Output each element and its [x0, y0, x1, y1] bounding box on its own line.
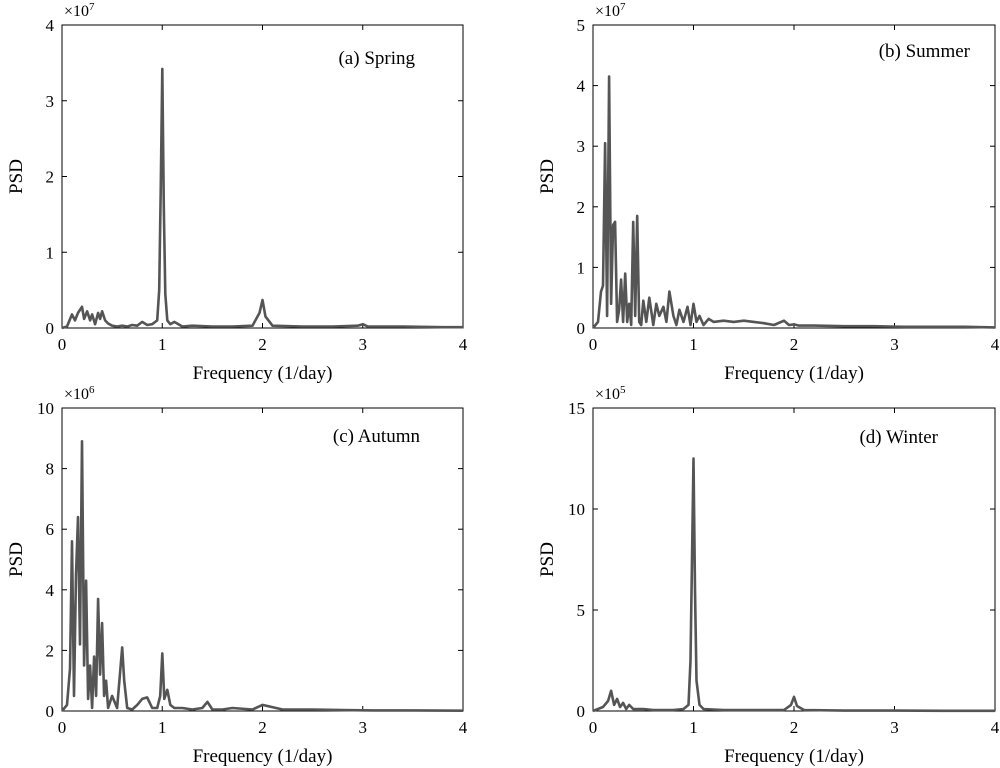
- y-tick-label-1-1: 1: [46, 243, 55, 262]
- y-tick-label-3-1: 2: [46, 641, 55, 660]
- y-tick-label-2-5: 5: [577, 16, 586, 35]
- x-tick-label-2-4: 4: [991, 335, 1000, 354]
- y-tick-label-4-3: 15: [568, 399, 585, 418]
- x-tick-label-2-1: 1: [689, 335, 698, 354]
- y-exponent-4: ×105: [595, 384, 626, 403]
- y-tick-label-3-3: 6: [46, 520, 55, 539]
- y-tick-label-2-2: 2: [577, 198, 586, 217]
- y-tick-label-4-2: 10: [568, 500, 585, 519]
- panel-3: 0 1 2 3 4 0 2 4 6 8 10 ×106 Frequency (1/day) PSD (c) …: [6, 384, 468, 767]
- y-tick-label-3-5: 10: [37, 399, 54, 418]
- y-exponent-1: ×107: [64, 1, 95, 20]
- y-tick-label-2-3: 3: [577, 137, 586, 156]
- y-tick-label-1-3: 3: [46, 92, 55, 111]
- psd-line-b-summer: [591, 75, 996, 329]
- panel-label-3: (c) Autumn: [333, 426, 421, 447]
- x-tick-label-3-4: 4: [459, 718, 468, 737]
- panel-2: 0 1 2 3 4 0 1 2 3 4 5 ×107 Frequency (1/day) PSD (b) S…: [537, 1, 1000, 384]
- x-tick-label-1-3: 3: [359, 335, 368, 354]
- y-tick-label-3-2: 4: [46, 581, 55, 600]
- x-axis-label-1: Frequency (1/day): [193, 363, 333, 384]
- y-tick-label-4-0: 0: [577, 702, 586, 721]
- x-axis-label-2: Frequency (1/day): [724, 363, 864, 384]
- psd-line-a-spring: [61, 67, 463, 330]
- y-tick-label-2-4: 4: [577, 77, 586, 96]
- x-tick-label-3-0: 0: [58, 718, 67, 737]
- x-axis-label-3: Frequency (1/day): [193, 746, 333, 767]
- x-tick-label-2-3: 3: [890, 335, 899, 354]
- axes-frame-2: [592, 24, 996, 329]
- y-axis-label-2: PSD: [537, 159, 558, 194]
- panel-label-4: (d) Winter: [859, 427, 938, 448]
- x-tick-label-4-2: 2: [790, 718, 799, 737]
- x-tick-label-3-3: 3: [359, 718, 368, 737]
- x-tick-label-4-1: 1: [689, 718, 698, 737]
- x-tick-label-1-1: 1: [158, 335, 167, 354]
- x-tick-label-1-0: 0: [58, 335, 67, 354]
- x-axis-label-4: Frequency (1/day): [724, 746, 864, 767]
- x-tick-label-3-1: 1: [158, 718, 167, 737]
- y-axis-label-1: PSD: [6, 159, 27, 194]
- x-tick-label-4-0: 0: [589, 718, 598, 737]
- y-tick-label-1-0: 0: [46, 319, 55, 338]
- axes-frame-1: [61, 24, 464, 329]
- psd-line-c-autumn: [60, 439, 464, 712]
- y-tick-label-3-4: 8: [46, 460, 55, 479]
- panel-1: 0 1 2 3 4 0 1 2 3 4 ×107 Frequency (1/day) PSD (a) Sp…: [6, 1, 468, 384]
- axes-frame-4: [592, 407, 996, 712]
- y-tick-label-4-1: 5: [577, 601, 586, 620]
- y-tick-label-1-4: 4: [46, 16, 55, 35]
- psd-line-d-winter: [592, 457, 995, 713]
- x-tick-label-4-4: 4: [991, 718, 1000, 737]
- x-tick-label-2-0: 0: [589, 335, 598, 354]
- y-tick-label-2-1: 1: [577, 258, 586, 277]
- x-tick-label-1-2: 2: [258, 335, 267, 354]
- panel-label-2: (b) Summer: [879, 41, 971, 62]
- y-exponent-2: ×107: [595, 1, 626, 20]
- x-tick-label-4-3: 3: [890, 718, 899, 737]
- y-tick-label-2-0: 0: [577, 319, 586, 338]
- y-tick-label-1-2: 2: [46, 168, 55, 187]
- x-tick-label-1-4: 4: [459, 335, 468, 354]
- y-axis-label-3: PSD: [6, 542, 27, 577]
- x-tick-label-3-2: 2: [258, 718, 267, 737]
- y-tick-label-3-0: 0: [46, 702, 55, 721]
- y-exponent-3: ×106: [64, 384, 95, 403]
- panel-4: 0 1 2 3 4 0 5 10 15 ×105 Frequency (1/day) PSD (d) W…: [537, 384, 1000, 767]
- x-tick-label-2-2: 2: [790, 335, 799, 354]
- panel-label-1: (a) Spring: [338, 48, 415, 69]
- y-axis-label-4: PSD: [537, 542, 558, 577]
